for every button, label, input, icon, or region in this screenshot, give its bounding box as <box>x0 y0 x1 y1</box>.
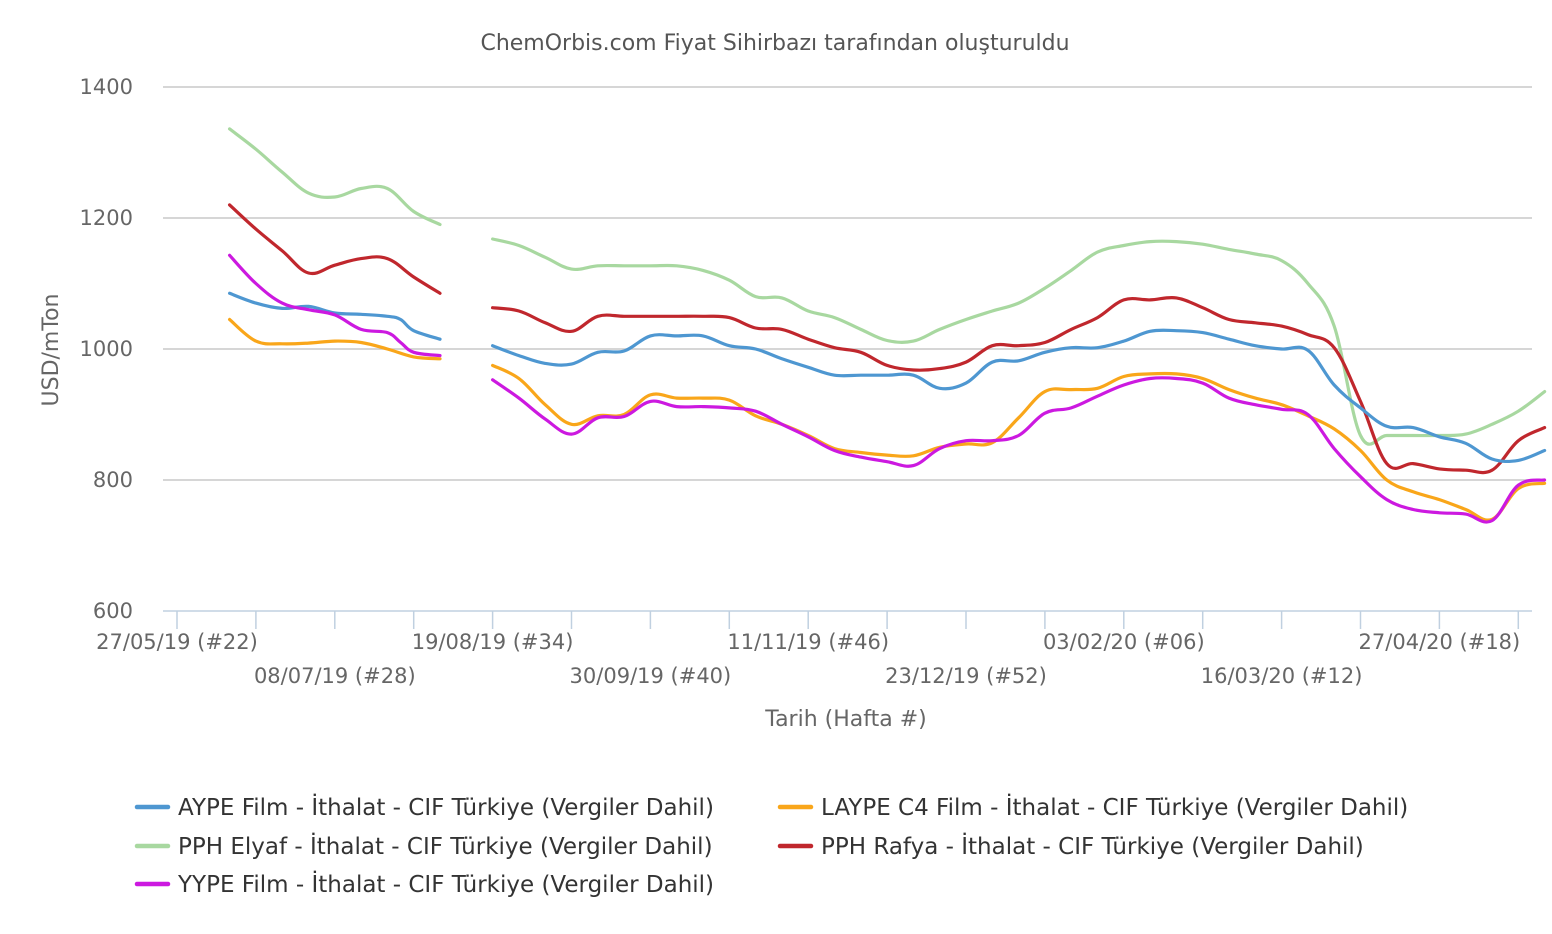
x-tick-label: 03/02/20 (#06) <box>1043 630 1205 654</box>
series-1 <box>228 317 1547 522</box>
series-4 <box>228 253 1547 524</box>
series-line-segment <box>491 376 1547 524</box>
legend-label: PPH Elyaf - İthalat - CIF Türkiye (Vergi… <box>178 832 713 860</box>
legend-label: YYPE Film - İthalat - CIF Türkiye (Vergi… <box>177 870 714 898</box>
x-tick-label: 19/08/19 (#34) <box>412 630 574 654</box>
x-tick-label: 16/03/20 (#12) <box>1201 664 1363 688</box>
y-axis-ticks: 600 800 1000 1200 1400 <box>80 75 133 623</box>
x-tick-label: 11/11/19 (#46) <box>727 630 889 654</box>
x-tick-label: 23/12/19 (#52) <box>885 664 1047 688</box>
y-tick-label: 1400 <box>80 75 133 99</box>
x-tick-label: 27/05/19 (#22) <box>96 630 258 654</box>
legend: AYPE Film - İthalat - CIF Türkiye (Vergi… <box>134 793 1408 898</box>
legend-label: PPH Rafya - İthalat - CIF Türkiye (Vergi… <box>821 832 1364 860</box>
legend-label: AYPE Film - İthalat - CIF Türkiye (Vergi… <box>178 793 714 821</box>
x-tick-label: 30/09/19 (#40) <box>570 664 732 688</box>
series-3 <box>228 203 1547 475</box>
series-2 <box>228 127 1547 446</box>
series-line-segment <box>228 317 442 361</box>
series-line-segment <box>228 253 442 358</box>
series-line-segment <box>228 291 442 341</box>
series-line-segment <box>491 328 1547 464</box>
series-lines <box>228 127 1547 524</box>
y-tick-label: 1200 <box>80 206 133 230</box>
series-0 <box>228 291 1547 464</box>
series-line-segment <box>228 127 442 227</box>
series-line-segment <box>491 363 1547 522</box>
x-tick-label: 27/04/20 (#18) <box>1359 630 1521 654</box>
series-line-segment <box>491 237 1547 446</box>
y-tick-label: 1000 <box>80 337 133 361</box>
chart-title: ChemOrbis.com Fiyat Sihirbazı tarafından… <box>480 31 1069 56</box>
x-tick-label: 08/07/19 (#28) <box>254 664 416 688</box>
legend-label: LAYPE C4 Film - İthalat - CIF Türkiye (V… <box>821 793 1408 821</box>
grid-lines <box>163 86 1532 481</box>
y-axis-title: USD/mTon <box>39 294 64 407</box>
x-axis-ticks: 27/05/19 (#22) 08/07/19 (#28) 19/08/19 (#3… <box>96 611 1520 688</box>
y-tick-label: 600 <box>93 599 133 623</box>
y-tick-label: 800 <box>93 468 133 492</box>
x-axis-title: Tarih (Hafta #) <box>764 707 926 732</box>
series-line-segment <box>491 295 1547 475</box>
series-line-segment <box>228 203 442 295</box>
